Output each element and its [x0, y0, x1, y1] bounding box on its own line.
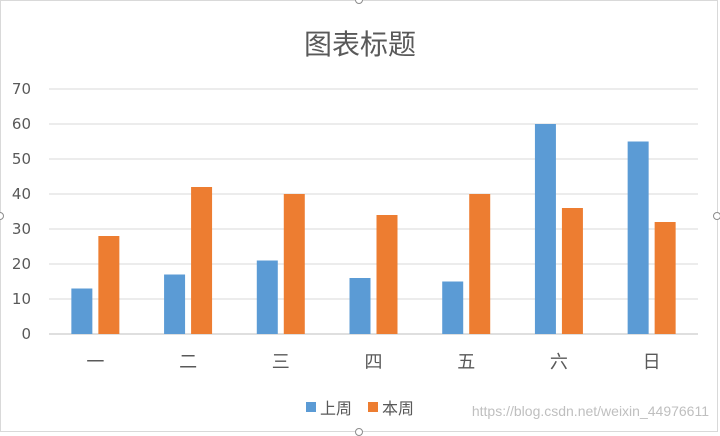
bar-series-2[interactable]: [98, 236, 120, 334]
gridlines: [49, 88, 698, 335]
bar-series-1[interactable]: [256, 260, 278, 335]
y-axis: 0 10 20 30 40 50 60 70: [12, 80, 31, 343]
x-category-label: 四: [365, 352, 383, 373]
bars: [71, 124, 676, 335]
bar-series-2[interactable]: [283, 194, 305, 334]
resize-handle-right[interactable]: [713, 212, 720, 220]
bar-series-2[interactable]: [191, 187, 213, 334]
y-tick-label: 60: [12, 115, 31, 133]
bar-series-1[interactable]: [534, 124, 556, 334]
x-category-label: 六: [550, 352, 568, 373]
bar-series-1[interactable]: [71, 288, 93, 335]
bar-series-2[interactable]: [376, 215, 398, 334]
legend-label: 本周: [382, 399, 415, 418]
y-tick-label: 30: [12, 220, 31, 238]
bar-series-1[interactable]: [442, 281, 464, 335]
x-axis: 一二三四五六日: [86, 352, 660, 373]
x-category-label: 一: [86, 352, 104, 373]
y-tick-label: 10: [12, 290, 31, 308]
y-tick-label: 0: [21, 325, 31, 343]
chart-title[interactable]: 图表标题: [303, 28, 416, 61]
x-category-label: 五: [457, 352, 475, 373]
bar-series-1[interactable]: [627, 141, 649, 335]
y-tick-label: 50: [12, 150, 31, 168]
legend-label: 上周: [319, 399, 352, 418]
x-category-label: 二: [179, 352, 197, 373]
y-tick-label: 20: [12, 255, 31, 273]
bar-series-2[interactable]: [561, 208, 583, 334]
y-tick-label: 70: [12, 80, 31, 98]
x-category-label: 日: [643, 352, 661, 373]
legend[interactable]: 上周 本周: [1, 395, 719, 419]
bar-series-2[interactable]: [654, 222, 676, 334]
bar-series-1[interactable]: [164, 274, 186, 335]
x-category-label: 三: [272, 352, 290, 373]
watermark: https://blog.csdn.net/weixin_44976611: [471, 403, 709, 419]
y-tick-label: 40: [12, 185, 31, 203]
legend-swatch: [305, 402, 316, 412]
legend-item-series-1[interactable]: 上周: [305, 395, 352, 419]
legend-swatch: [368, 402, 378, 412]
legend-item-series-2[interactable]: 本周: [368, 395, 414, 419]
bar-series-1[interactable]: [349, 278, 371, 334]
resize-handle-bottom[interactable]: [355, 428, 363, 436]
bar-series-2[interactable]: [469, 194, 491, 334]
